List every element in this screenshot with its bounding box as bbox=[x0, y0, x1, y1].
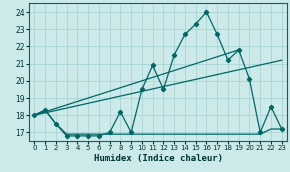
X-axis label: Humidex (Indice chaleur): Humidex (Indice chaleur) bbox=[94, 154, 222, 163]
